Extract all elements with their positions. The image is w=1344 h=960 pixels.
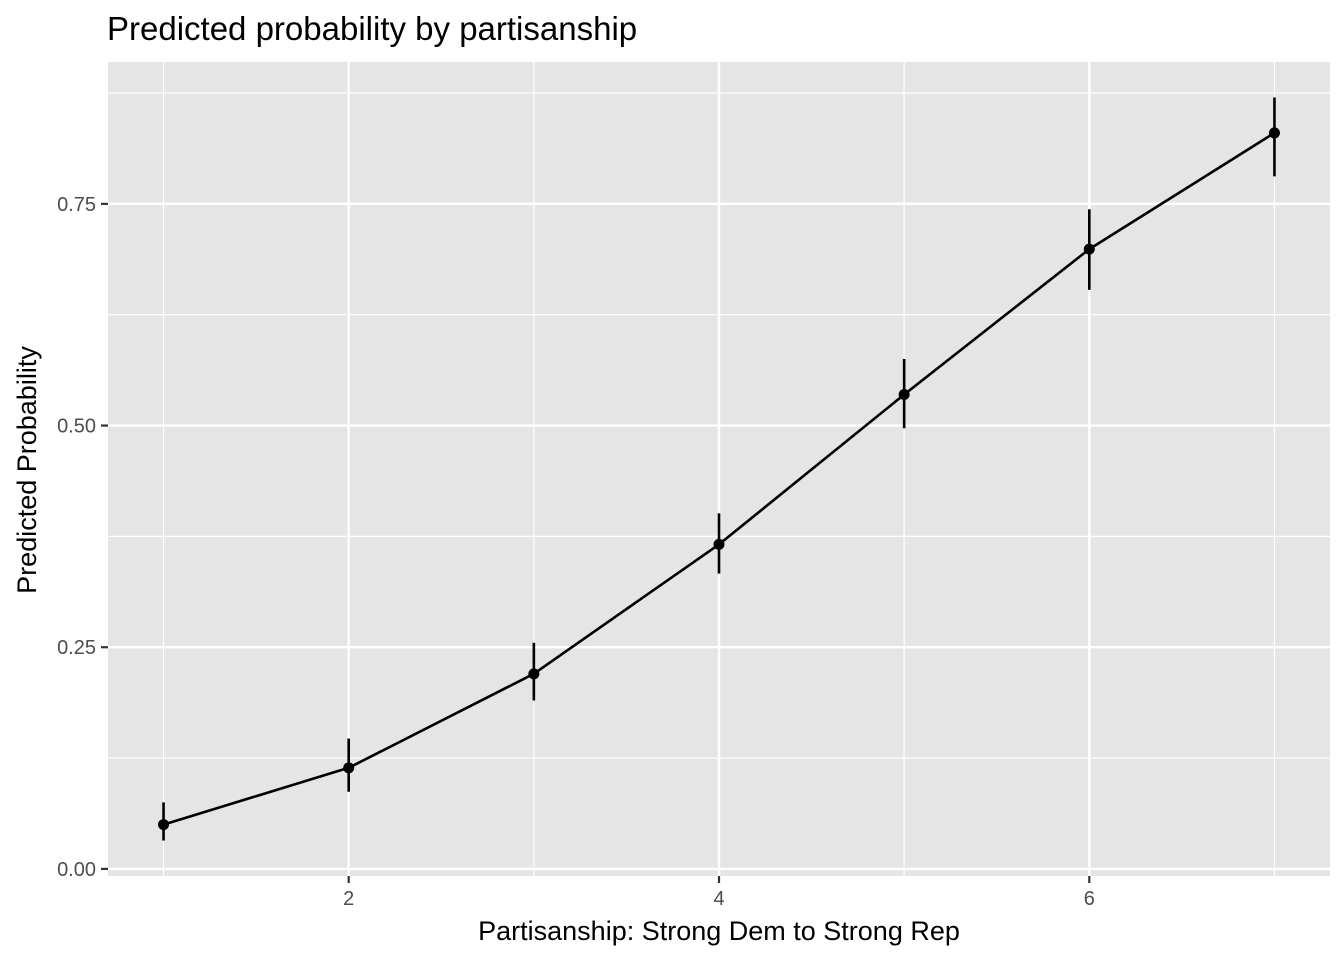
grid-major xyxy=(108,62,1330,876)
axis-ticks xyxy=(101,202,1091,883)
data-point xyxy=(528,668,540,680)
data-point xyxy=(343,762,355,774)
y-axis-title: Predicted Probability xyxy=(12,346,42,594)
data-point xyxy=(1268,127,1280,139)
data-point xyxy=(158,819,170,831)
y-tick-label: 0.75 xyxy=(57,194,96,216)
tick-labels: 2 4 6 0.00 0.25 0.50 0.75 xyxy=(57,194,1095,910)
x-tick-label: 4 xyxy=(713,888,724,910)
y-tick-label: 0.50 xyxy=(57,416,96,438)
chart-title: Predicted probability by partisanship xyxy=(107,10,637,47)
series-layer xyxy=(158,97,1280,841)
y-tick-label: 0.25 xyxy=(57,637,96,659)
y-tick-label: 0.00 xyxy=(57,859,96,881)
data-point xyxy=(898,389,910,401)
data-point xyxy=(713,538,725,550)
x-axis-title: Partisanship: Strong Dem to Strong Rep xyxy=(478,916,960,946)
x-tick-label: 2 xyxy=(343,888,354,910)
data-point xyxy=(1083,243,1095,255)
x-tick-label: 6 xyxy=(1084,888,1095,910)
